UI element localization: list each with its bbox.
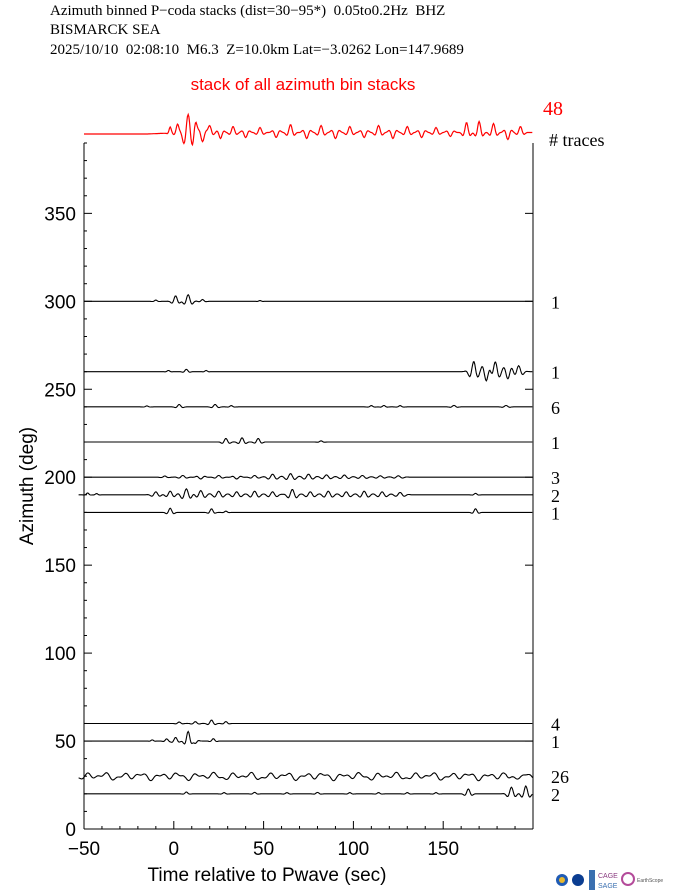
y-tick-label: 200 [44,468,76,489]
earthscope-logo-icon [621,872,635,886]
trace-count-label: 1 [551,292,560,312]
trace-count-label: 2 [551,785,560,805]
trace-count-label: 4 [551,714,560,734]
trace-az-20 [84,784,533,798]
y-tick-label: 350 [44,204,76,225]
stack-title: stack of all azimuth bin stacks [191,75,416,94]
y-tick-label: 150 [44,556,76,577]
header-line-3: 2025/10/10 02:08:10 M6.3 Z=10.0km Lat=−3… [50,42,464,58]
x-tick-label: 100 [338,839,370,860]
trace-count-label: 1 [551,433,560,453]
earthscope-label: EarthScope [637,878,663,884]
trace-count-label: 3 [551,468,560,488]
stack-panel: stack of all azimuth bin stacks 48 # tra… [84,75,604,150]
stack-trace [84,112,533,147]
trace-az-30 [78,771,534,782]
header-line-1: Azimuth binned P−coda stacks (dist=30−95… [50,3,446,19]
trace-count-label: 26 [551,767,569,787]
y-tick-label: 100 [44,644,76,665]
nasa-logo-icon [572,874,584,886]
trace-count-label: 1 [551,503,560,523]
cage-sage-logo: CAGE [598,873,618,880]
trace-count-label: 1 [551,732,560,752]
trace-az-50 [84,730,533,745]
x-axis-label: Time relative to Pwave (sec) [148,865,387,886]
trace-count-label: 2 [551,486,560,506]
stack-trace-count: 48 [543,98,563,120]
plot-frame [83,143,534,830]
y-tick-label: 250 [44,380,76,401]
y-tick-label: 300 [44,292,76,313]
trace-az-300 [84,293,533,305]
sponsor-logos: CAGE SAGE EarthScope [556,870,663,890]
trace-az-260 [84,361,533,382]
y-axis-label: Azimuth (deg) [17,427,38,545]
trace-count-label: 6 [551,398,560,418]
y-tick-label: 0 [65,820,76,841]
trace-count-header: # traces [549,130,604,150]
trace-az-180 [84,507,533,515]
x-tick-label: 0 [169,839,180,860]
trace-az-200 [84,473,533,480]
trace-az-240 [84,403,533,409]
x-tick-label: 150 [427,839,459,860]
trace-az-220 [84,437,533,444]
x-tick-label: −50 [68,839,100,860]
svg-text:SAGE: SAGE [598,883,618,890]
y-tick-label: 50 [55,732,76,753]
header-line-2: BISMARCK SEA [50,22,161,38]
x-tick-label: 50 [253,839,274,860]
trace-count-label: 1 [551,363,560,383]
trace-az-60 [84,719,533,726]
trace-az-190 [78,487,533,500]
